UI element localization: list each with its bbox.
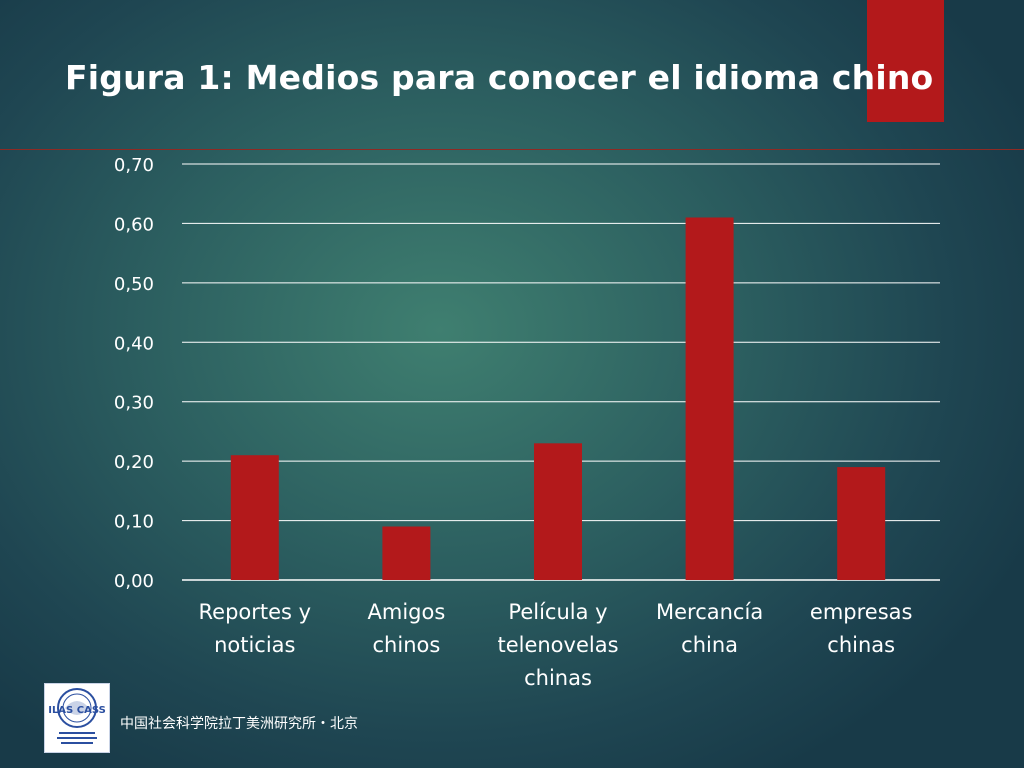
bar: [534, 443, 582, 580]
bar: [837, 467, 886, 580]
x-category-label: Amigos chinos: [368, 600, 446, 657]
x-category-label: Reportes y noticias: [199, 600, 312, 657]
y-tick-label: 0,50: [114, 274, 154, 295]
bar: [230, 455, 279, 580]
y-tick-label: 0,40: [114, 333, 154, 354]
y-tick-label: 0,20: [114, 452, 154, 473]
x-category-label: Mercancía china: [656, 600, 763, 657]
bar: [382, 526, 431, 580]
x-category-label: empresas chinas: [810, 600, 913, 657]
y-tick-label: 0,30: [114, 393, 154, 414]
slide-title: Figura 1: Medios para conocer el idioma …: [65, 58, 934, 97]
title-divider: [0, 149, 1024, 150]
y-tick-label: 0,10: [114, 512, 154, 533]
title-accent-bar: [867, 0, 944, 122]
logo-text: ILAS CASS: [48, 705, 106, 716]
footer-institution: 中国社会科学院拉丁美洲研究所・北京: [120, 716, 358, 732]
ilas-cass-logo: ILAS CASS: [44, 683, 110, 753]
y-tick-label: 0,70: [114, 155, 154, 176]
y-tick-label: 0,00: [114, 571, 154, 592]
y-tick-label: 0,60: [114, 214, 154, 235]
bar-chart: 0,00 0,10 0,20 0,30 0,40 0,50 0,60 0,70 Reporte…: [114, 155, 913, 690]
x-category-label: Película y telenovelas chinas: [497, 600, 618, 690]
bar: [685, 217, 734, 580]
